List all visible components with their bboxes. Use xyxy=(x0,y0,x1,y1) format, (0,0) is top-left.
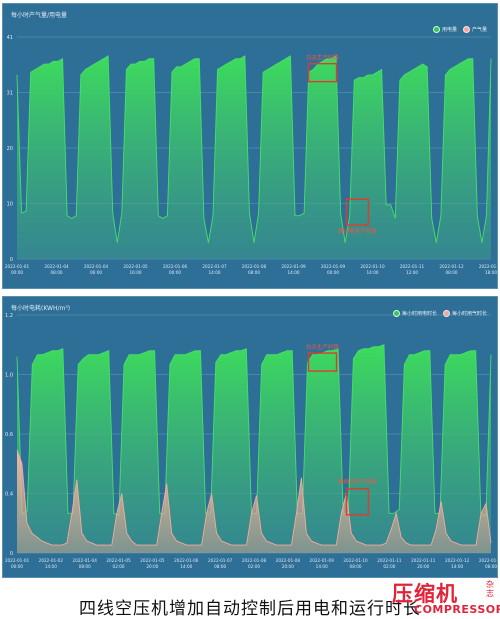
x-tick-label: 2022-01-02 14:00 xyxy=(39,558,64,569)
x-tick-label: 2022-01-09 00:00 xyxy=(321,264,346,275)
x-tick-label: 2022-01-08 02:00 xyxy=(242,558,267,569)
annotation-box xyxy=(307,62,338,83)
x-tick-label: 2022-01-10 08:00 xyxy=(343,558,368,569)
y-tick-label: 0.4 xyxy=(5,492,13,498)
logo-sub-text: COMPRESSOR xyxy=(414,603,500,616)
x-tick-label: 2022-01-10 14:00 xyxy=(360,264,385,275)
x-tick-label: 2022-01-09 14:00 xyxy=(310,558,335,569)
x-tick-label: 2022-01-08 20:00 xyxy=(276,558,301,569)
figure-caption: 四线空压机增加自动控制后用电和运行时长 xyxy=(79,599,421,619)
chart-legend: 用电量 产气量 xyxy=(432,26,487,33)
annotation: 白天生产时段 xyxy=(306,54,340,83)
annotation-label: 晚间非生产时段 xyxy=(338,227,377,235)
x-tick-label: 2022-01-12 14:00 xyxy=(445,558,470,569)
legend-item: 产气量 xyxy=(462,26,487,33)
chart-panel-top: 每小时产气量/用电量 用电量 产气量 41 31 20 10 0 2022-01-01 00… xyxy=(2,3,498,289)
y-tick-label: 41 xyxy=(7,35,13,41)
x-tick-label: 2022-01-12 08:00 xyxy=(439,264,464,275)
annotation: 晚间非生产时段 xyxy=(338,478,377,516)
annotation-box xyxy=(307,352,338,372)
x-tick-label: 2022-01-04 08:00 xyxy=(44,264,69,275)
y-tick-label: 0 xyxy=(10,551,13,557)
x-tick-label: 2022-01-05 16:00 xyxy=(123,264,148,275)
x-tick-label: 2022-01-11 20:00 xyxy=(411,558,436,569)
x-tick-label: 2022-01-06 00:00 xyxy=(163,264,188,275)
chart-panel-bottom: 每小时电耗(KWH/m³) 每小时用电时长 每小时用气时长 1.2 1.0 0.6 0… xyxy=(2,296,498,578)
series-area-1 xyxy=(17,449,491,553)
x-tick-label: 2022-01-09 14:00 xyxy=(281,264,306,275)
annotation-box xyxy=(345,198,370,226)
y-tick-label: 0.6 xyxy=(5,432,13,438)
y-tick-label: 10 xyxy=(7,202,13,208)
legend-item: 每小时用电时长 xyxy=(392,310,437,317)
magazine-logo: 压缩机 COMPRESSOR 杂志 xyxy=(392,578,500,616)
legend-marker-icon xyxy=(442,310,450,317)
x-tick-label: 2022-01-04 08:00 xyxy=(73,558,98,569)
legend-label: 产气量 xyxy=(471,27,487,33)
series-line-1 xyxy=(16,449,492,546)
y-tick-label: 31 xyxy=(7,91,13,97)
annotation-box xyxy=(345,488,370,516)
x-tick-label: 2022-01-06 14:00 xyxy=(174,558,199,569)
annotation-label: 白天生产时段 xyxy=(306,54,340,62)
series-line-0 xyxy=(16,55,492,243)
legend-marker-icon xyxy=(462,26,470,33)
legend-marker-icon xyxy=(392,310,400,317)
annotation: 晚间非生产时段 xyxy=(338,198,377,235)
x-tick-label: 2022-01-1308:00 xyxy=(479,558,497,569)
chart-title: 每小时产气量/用电量 xyxy=(11,12,68,19)
annotation-label: 白天生产时段 xyxy=(306,343,340,351)
annotation: 白天生产时段 xyxy=(306,343,340,372)
x-tick-label: 2022-01-07 14:00 xyxy=(202,264,227,275)
legend-marker-icon xyxy=(432,26,440,33)
legend-label: 用电量 xyxy=(441,27,457,33)
x-tick-label: 2022-01-11 12:00 xyxy=(400,264,425,275)
chart-title: 每小时电耗(KWH/m³) xyxy=(11,305,71,312)
x-tick-label: 2022-01-11 02:00 xyxy=(377,558,402,569)
legend-item: 每小时用气时长 xyxy=(442,310,487,317)
series-area-0 xyxy=(17,344,491,553)
x-tick-label: 2022-01-01 00:00 xyxy=(5,264,30,275)
y-tick-label: 1.0 xyxy=(5,373,13,379)
x-tick-label: 2022-01-07 08:00 xyxy=(208,558,233,569)
annotation-label: 晚间非生产时段 xyxy=(338,478,377,486)
y-tick-label: 20 xyxy=(7,146,13,152)
y-tick-label: 1.2 xyxy=(5,313,13,319)
x-tick-label: 2022-01-01 00:00 xyxy=(5,558,30,569)
x-tick-label: 2022-01-05 20:00 xyxy=(140,558,165,569)
legend-label: 每小时用气时长 xyxy=(451,311,487,317)
legend-item: 用电量 xyxy=(432,26,457,33)
chart-legend: 每小时用电时长 每小时用气时长 xyxy=(392,310,487,317)
series-area-0 xyxy=(17,55,491,260)
logo-main-text: 压缩机 xyxy=(392,582,458,606)
x-tick-label: 2022-01-04 06:00 xyxy=(84,264,109,275)
logo-side-text: 杂志 xyxy=(486,580,494,598)
x-tick-label: 2022-01-08 08:00 xyxy=(242,264,267,275)
x-tick-label: 2022-01-1218:00 xyxy=(479,264,497,275)
y-tick-label: 0 xyxy=(10,257,13,263)
x-tick-label: 2022-01-05 02:00 xyxy=(106,558,131,569)
legend-label: 每小时用电时长 xyxy=(401,311,437,317)
